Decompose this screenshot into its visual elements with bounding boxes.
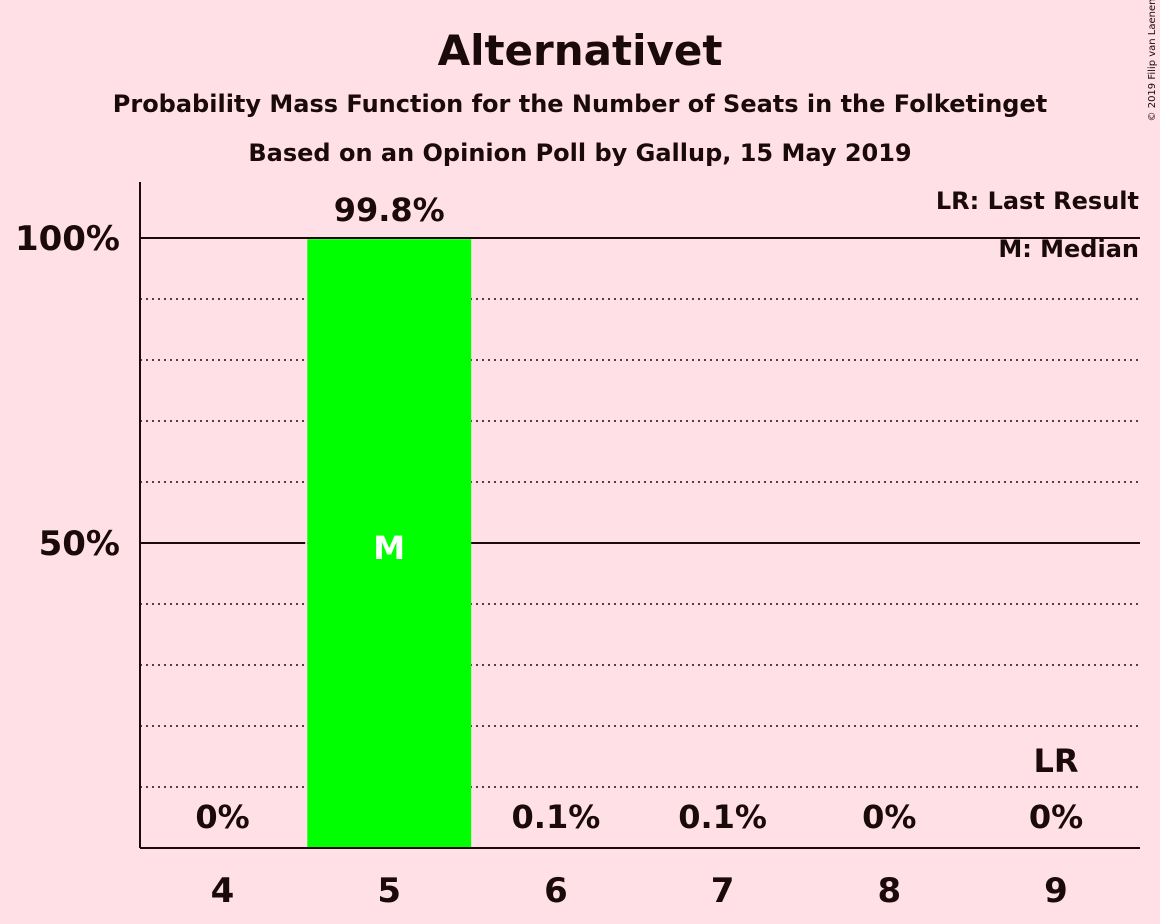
copyright-text: © 2019 Filip van Laenen <box>1147 0 1158 121</box>
bar-edge <box>305 239 308 849</box>
y-ticks: 50% 100% <box>15 219 120 564</box>
chart-subtitle-2: Based on an Opinion Poll by Gallup, 15 M… <box>248 139 911 167</box>
x-tick-label: 4 <box>211 871 235 911</box>
value-label-4: 0% <box>195 798 249 836</box>
bars <box>305 239 472 849</box>
bar-labels: 0% 99.8% M 0.1% 0.1% 0% 0% LR <box>195 191 1083 836</box>
bar-5 <box>307 239 472 849</box>
legend-last-result: LR: Last Result <box>936 187 1139 215</box>
legend-median: M: Median <box>998 235 1139 263</box>
x-tick-label: 7 <box>711 871 735 911</box>
value-label-8: 0% <box>862 798 916 836</box>
value-label-6: 0.1% <box>512 798 601 836</box>
grid <box>140 237 1140 788</box>
chart-title: Alternativet <box>438 26 723 75</box>
x-tick-label: 9 <box>1044 871 1068 911</box>
x-tick-label: 6 <box>544 871 568 911</box>
x-ticks: 4 5 6 7 8 9 <box>211 871 1068 911</box>
x-tick-label: 8 <box>877 871 901 911</box>
y-tick-label: 50% <box>39 524 120 564</box>
value-label-9: 0% <box>1029 798 1083 836</box>
value-label-7: 0.1% <box>678 798 767 836</box>
value-label-5: 99.8% <box>334 191 445 229</box>
median-marker: M <box>373 529 405 567</box>
last-result-marker: LR <box>1033 742 1078 780</box>
chart-subtitle: Probability Mass Function for the Number… <box>113 90 1047 118</box>
x-tick-label: 5 <box>377 871 401 911</box>
y-tick-label: 100% <box>15 219 120 259</box>
